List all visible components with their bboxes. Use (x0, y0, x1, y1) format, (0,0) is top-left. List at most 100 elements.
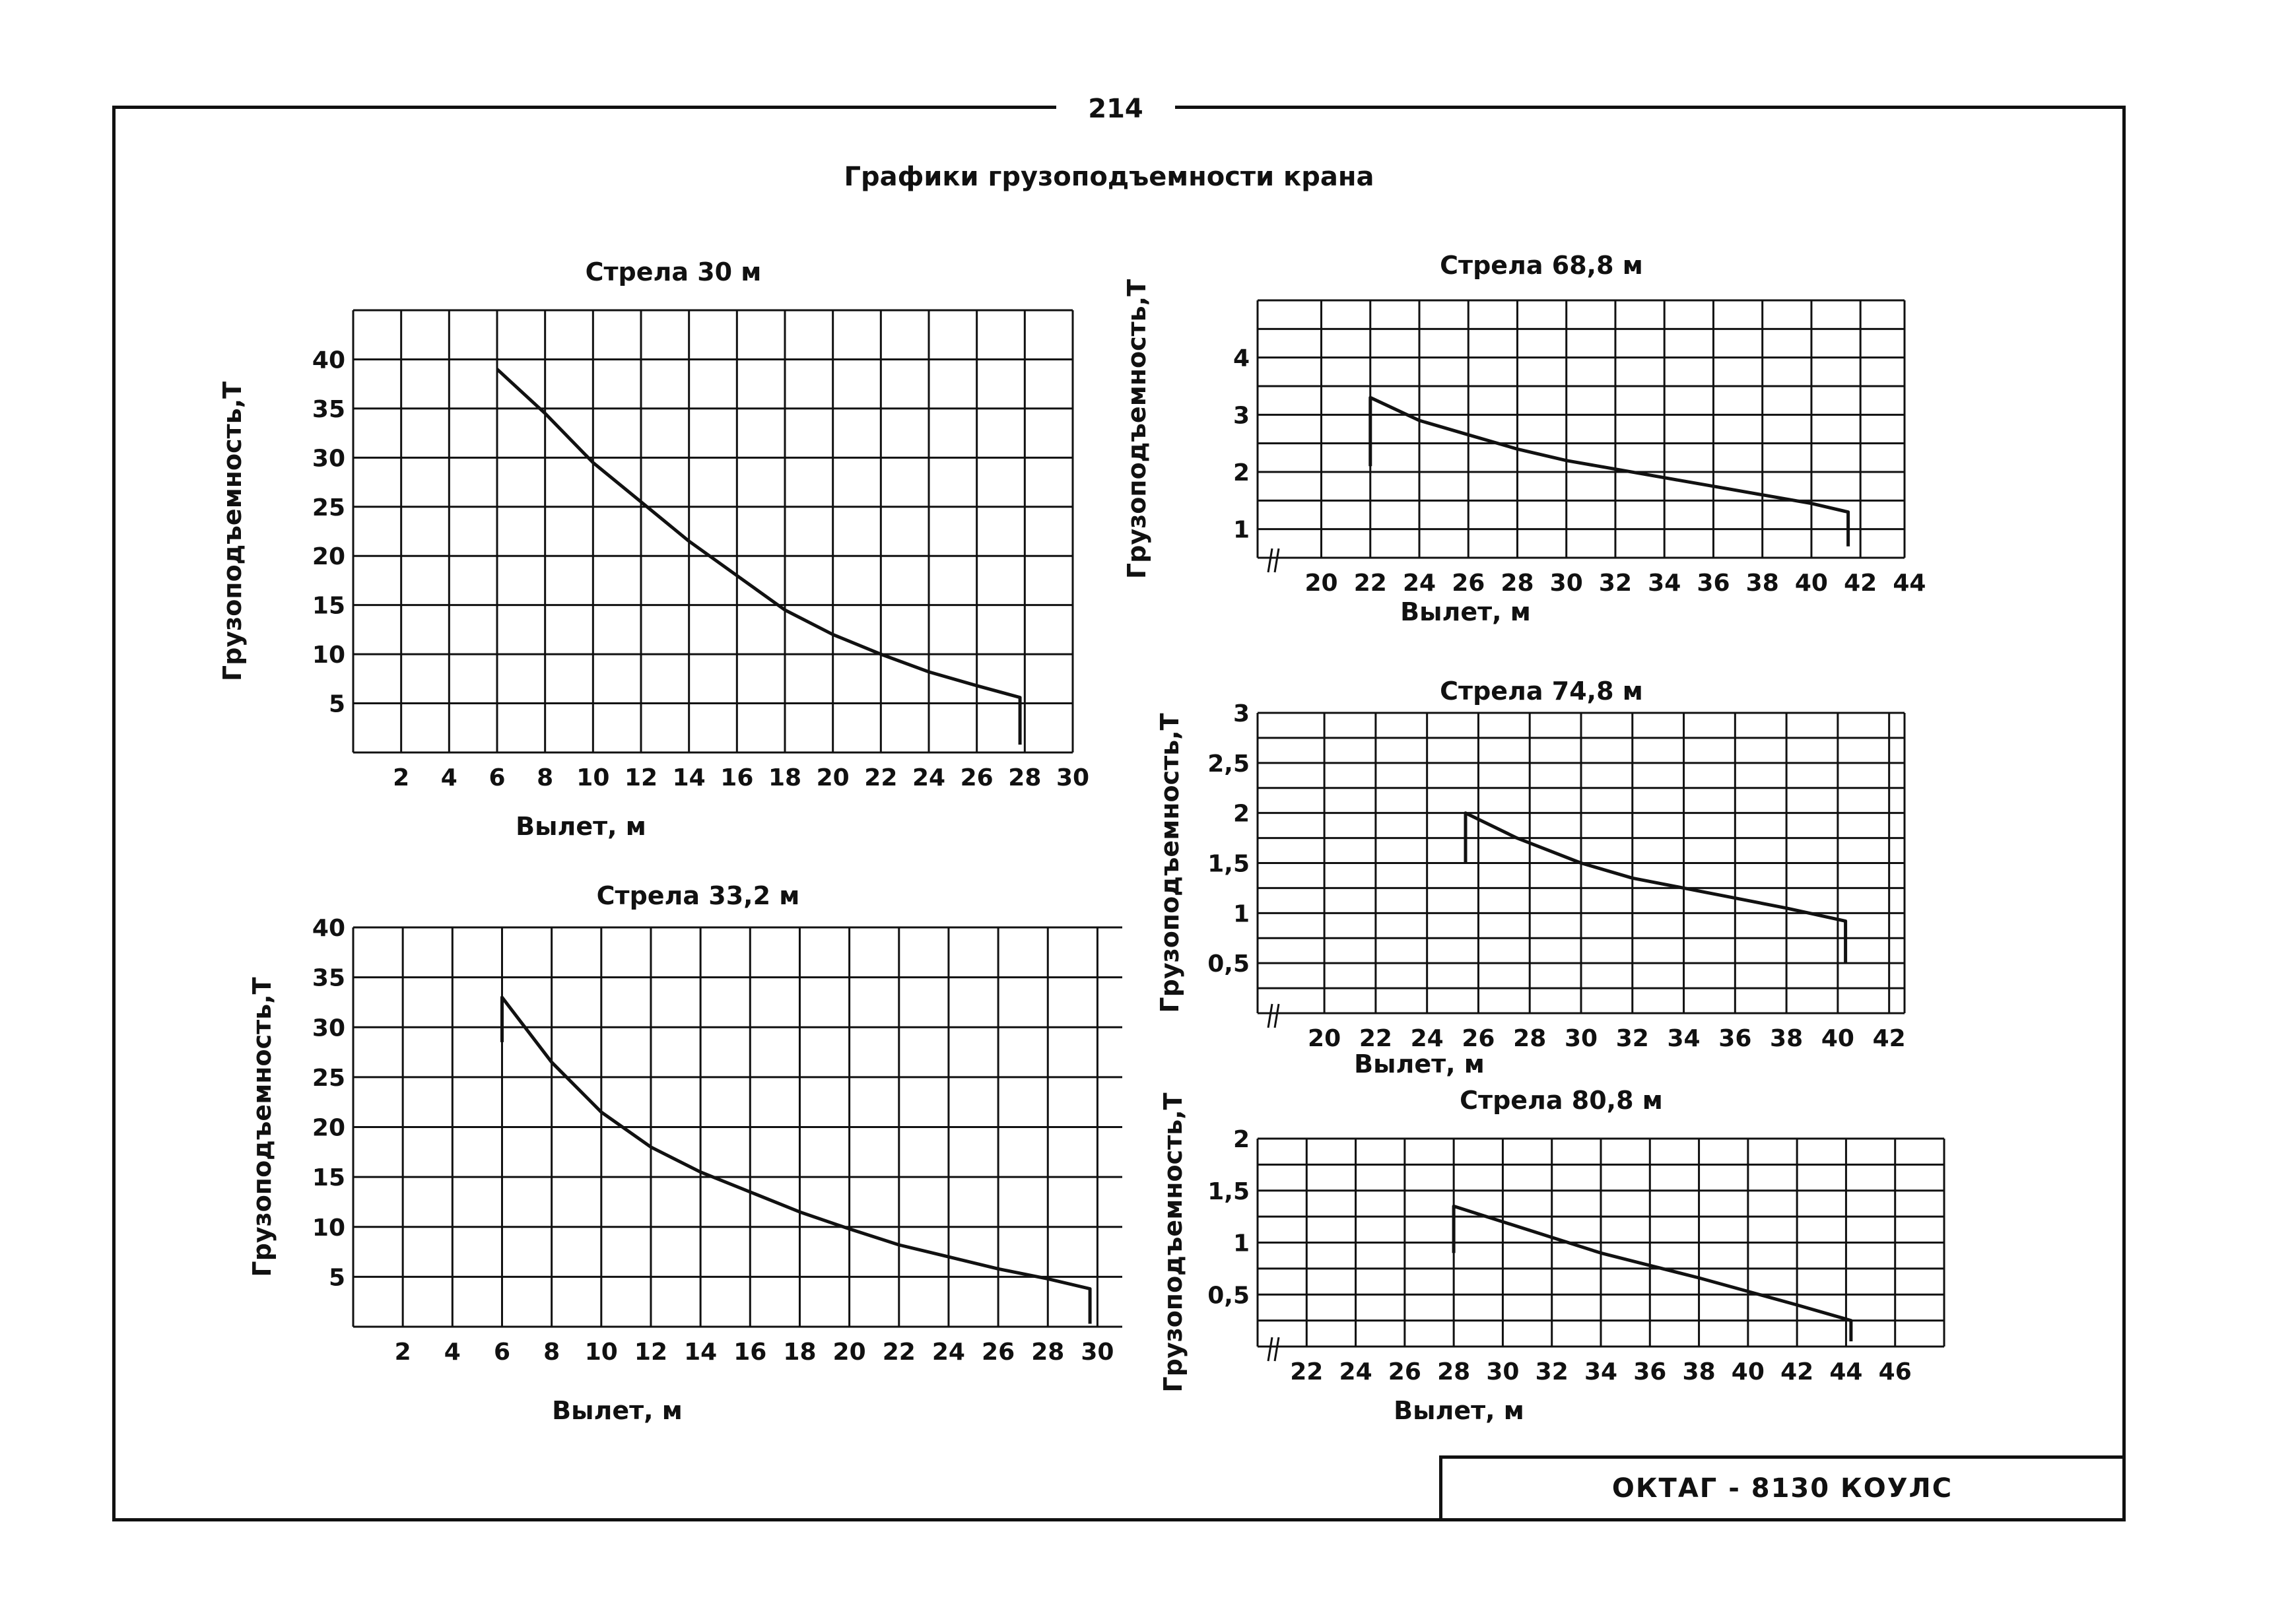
x-tick-label: 4 (444, 1339, 461, 1366)
y-tick-label: 3 (1233, 700, 1250, 727)
x-tick-label: 30 (1056, 764, 1089, 791)
y-axis-label: Грузоподъемность,Т (218, 382, 247, 681)
x-tick-label: 22 (864, 764, 897, 791)
x-tick-label: 30 (1550, 570, 1583, 597)
x-tick-label: 26 (961, 764, 994, 791)
x-tick-label: 24 (1411, 1025, 1444, 1052)
x-tick-label: 22 (1354, 570, 1387, 597)
x-tick-label: 12 (634, 1339, 667, 1366)
axis-break-mark (1273, 1337, 1280, 1362)
x-tick-label: 38 (1683, 1358, 1716, 1385)
x-tick-label: 40 (1732, 1358, 1765, 1385)
capacity-curve (500, 995, 1092, 1324)
x-tick-label: 22 (1359, 1025, 1392, 1052)
y-tick-label: 10 (312, 1215, 345, 1242)
chart-title: Стрела 30 м (586, 257, 762, 286)
x-tick-label: 36 (1718, 1025, 1751, 1052)
y-tick-label: 10 (312, 642, 345, 669)
x-axis-label: Вылет, м (1354, 1050, 1485, 1079)
x-tick-label: 38 (1746, 570, 1779, 597)
x-tick-label: 10 (576, 764, 609, 791)
x-tick-label: 44 (1893, 570, 1926, 597)
y-tick-label: 35 (312, 396, 345, 423)
x-tick-label: 24 (912, 764, 945, 791)
chart-grid (1256, 1137, 1945, 1348)
x-tick-label: 24 (1403, 570, 1436, 597)
x-tick-label: 20 (817, 764, 850, 791)
x-tick-label: 44 (1829, 1358, 1862, 1385)
x-tick-label: 42 (1780, 1358, 1813, 1385)
x-tick-label: 30 (1486, 1358, 1519, 1385)
x-tick-label: 28 (1031, 1339, 1064, 1366)
y-tick-label: 1 (1233, 517, 1250, 544)
x-tick-label: 26 (1388, 1358, 1421, 1385)
chart-title: Стрела 68,8 м (1440, 251, 1643, 280)
x-tick-label: 28 (1501, 570, 1534, 597)
chart-c4: 20 22 24 26 28 30 32 34 36 38 40 42 0,5 1 1,5 2 2,5 3 Стре… (1155, 677, 1906, 1079)
chart-grid (352, 309, 1074, 754)
x-tick-label: 34 (1648, 570, 1681, 597)
x-tick-label: 42 (1844, 570, 1877, 597)
x-tick-label: 28 (1008, 764, 1041, 791)
x-tick-label: 18 (768, 764, 801, 791)
x-tick-label: 34 (1668, 1025, 1701, 1052)
x-tick-label: 2 (393, 764, 409, 791)
capacity-curve (1464, 811, 1848, 964)
y-tick-label: 5 (329, 1264, 345, 1291)
y-axis-label: Грузоподъемность,Т (1159, 1092, 1188, 1392)
x-tick-label: 20 (833, 1339, 866, 1366)
x-tick-label: 28 (1513, 1025, 1546, 1052)
x-tick-label: 26 (1452, 570, 1485, 597)
page-number: 214 (1056, 92, 1175, 125)
y-tick-label: 20 (312, 543, 345, 570)
y-tick-label: 3 (1233, 402, 1250, 429)
x-axis-label: Вылет, м (1394, 1396, 1524, 1425)
x-tick-label: 42 (1873, 1025, 1906, 1052)
y-axis-label: Грузоподъемность,Т (1122, 279, 1151, 579)
x-tick-label: 32 (1616, 1025, 1649, 1052)
x-tick-label: 16 (733, 1339, 766, 1366)
x-tick-label: 20 (1304, 570, 1337, 597)
x-tick-label: 28 (1437, 1358, 1470, 1385)
x-tick-label: 16 (720, 764, 753, 791)
capacity-curve (1368, 395, 1850, 547)
x-tick-label: 24 (1339, 1358, 1372, 1385)
x-tick-label: 10 (585, 1339, 618, 1366)
y-tick-label: 35 (312, 965, 345, 992)
y-tick-label: 1 (1233, 900, 1250, 927)
x-axis-label: Вылет, м (1400, 597, 1531, 626)
x-tick-label: 14 (684, 1339, 717, 1366)
axis-break-mark (1267, 1003, 1273, 1028)
x-tick-label: 34 (1584, 1358, 1617, 1385)
title-block-text: ОКТАГ - 8130 КОУЛС (1611, 1473, 1953, 1504)
x-tick-label: 6 (489, 764, 505, 791)
x-tick-label: 26 (982, 1339, 1015, 1366)
chart-title: Стрела 80,8 м (1460, 1086, 1663, 1115)
x-tick-label: 26 (1462, 1025, 1495, 1052)
y-tick-label: 15 (312, 593, 345, 620)
y-tick-label: 40 (312, 915, 345, 942)
x-tick-label: 22 (883, 1339, 916, 1366)
x-axis-label: Вылет, м (552, 1396, 683, 1425)
x-tick-label: 20 (1308, 1025, 1341, 1052)
chart-c2: 2 4 6 8 10 12 14 16 18 20 22 24 26 28 3051015202530354… (248, 881, 1122, 1425)
x-tick-label: 36 (1697, 570, 1730, 597)
chart-grid (352, 926, 1122, 1328)
x-tick-label: 40 (1795, 570, 1828, 597)
y-tick-label: 1,5 (1207, 1178, 1250, 1205)
y-tick-label: 0,5 (1207, 1282, 1250, 1309)
y-tick-label: 1,5 (1207, 851, 1250, 878)
y-tick-label: 2 (1233, 801, 1250, 828)
x-tick-label: 2 (395, 1339, 411, 1366)
x-tick-label: 24 (932, 1339, 965, 1366)
chart-c5: 22 24 26 28 30 32 34 36 38 40 42 44 46 0,5 1 1,5 2 Стрела… (1159, 1086, 1945, 1425)
capacity-curve (1452, 1204, 1853, 1342)
chart-grid (1256, 299, 1906, 559)
x-tick-label: 22 (1290, 1358, 1323, 1385)
y-tick-label: 20 (312, 1115, 345, 1142)
y-axis-label: Грузоподъемность,Т (1155, 713, 1184, 1013)
x-tick-label: 40 (1821, 1025, 1854, 1052)
y-tick-label: 2 (1233, 1126, 1250, 1153)
